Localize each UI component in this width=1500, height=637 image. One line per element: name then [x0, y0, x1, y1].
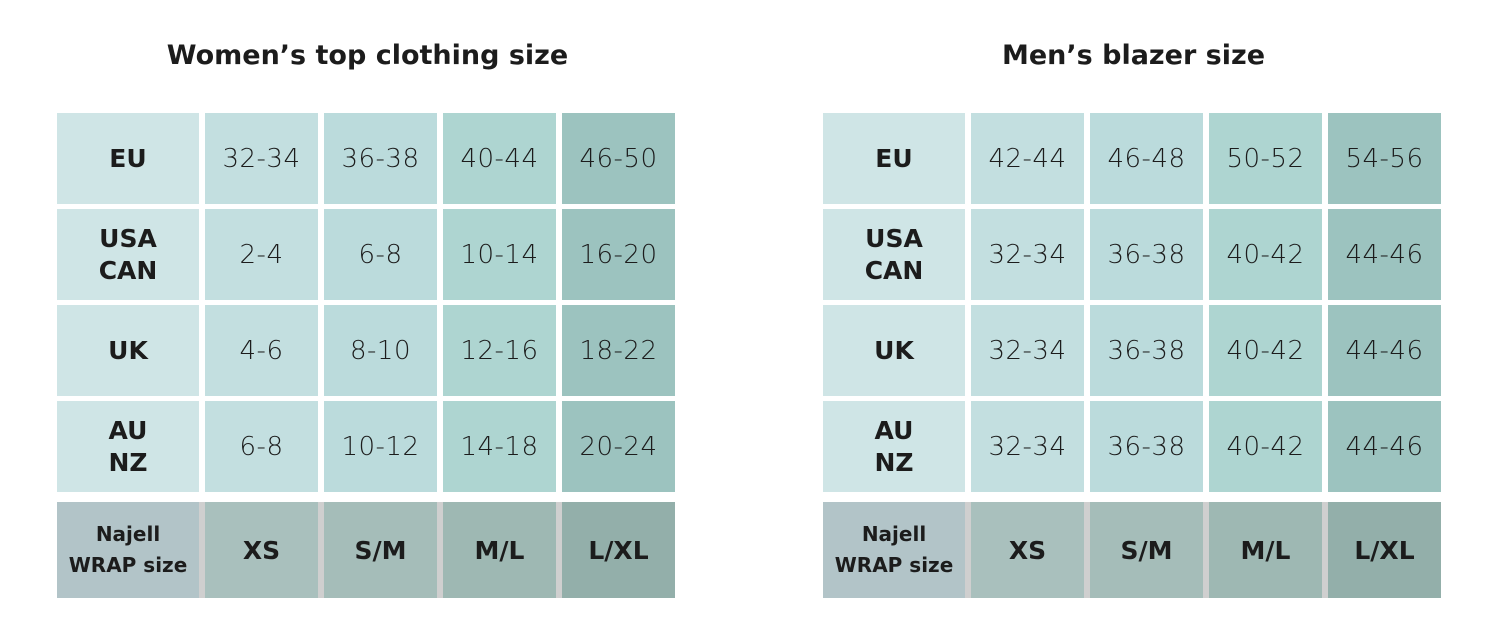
row-label: USA CAN — [823, 209, 965, 300]
size-cell: 44-46 — [1328, 401, 1441, 492]
footer-cell: S/M — [1090, 502, 1203, 598]
size-cell: 36-38 — [1090, 401, 1203, 492]
size-cell: 32-34 — [971, 209, 1084, 300]
size-cell: 10-12 — [324, 401, 437, 492]
size-cell: 6-8 — [205, 401, 318, 492]
size-cell: 44-46 — [1328, 209, 1441, 300]
footer-cell: S/M — [324, 502, 437, 598]
row-label: EU — [823, 113, 965, 204]
row-label: AU NZ — [823, 401, 965, 492]
size-cell: 40-44 — [443, 113, 556, 204]
size-cell: 18-22 — [562, 305, 675, 396]
size-cell: 42-44 — [971, 113, 1084, 204]
table-title: Men’s blazer size — [1001, 40, 1266, 71]
size-cell: 6-8 — [324, 209, 437, 300]
size-cell: 14-18 — [443, 401, 556, 492]
size-cell: 8-10 — [324, 305, 437, 396]
footer-cell: XS — [971, 502, 1084, 598]
table-footer: Najell WRAP size XS S/M M/L L/XL — [57, 502, 675, 598]
footer-cell: L/XL — [562, 502, 675, 598]
size-cell: 16-20 — [562, 209, 675, 300]
footer-label: Najell WRAP size — [57, 502, 199, 598]
size-cell: 46-50 — [562, 113, 675, 204]
size-cell: 40-42 — [1209, 209, 1322, 300]
size-cell: 44-46 — [1328, 305, 1441, 396]
table-title: Women’s top clothing size — [166, 40, 569, 71]
footer-cell: M/L — [443, 502, 556, 598]
table-body: EU 32-34 36-38 40-44 46-50 USA CAN 2-4 6-8 10-14… — [57, 113, 675, 492]
footer-cell: XS — [205, 502, 318, 598]
row-label: UK — [823, 305, 965, 396]
size-cell: 2-4 — [205, 209, 318, 300]
size-cell: 36-38 — [1090, 305, 1203, 396]
size-cell: 32-34 — [205, 113, 318, 204]
footer-label: Najell WRAP size — [823, 502, 965, 598]
table-footer: Najell WRAP size XS S/M M/L L/XL — [823, 502, 1441, 598]
size-cell: 40-42 — [1209, 401, 1322, 492]
size-cell: 10-14 — [443, 209, 556, 300]
size-cell: 20-24 — [562, 401, 675, 492]
footer-cell: L/XL — [1328, 502, 1441, 598]
size-cell: 46-48 — [1090, 113, 1203, 204]
table-body: EU 42-44 46-48 50-52 54-56 USA CAN 32-34 36-38 4… — [823, 113, 1441, 492]
size-cell: 32-34 — [971, 401, 1084, 492]
size-cell: 50-52 — [1209, 113, 1322, 204]
row-label: UK — [57, 305, 199, 396]
size-cell: 40-42 — [1209, 305, 1322, 396]
row-label: USA CAN — [57, 209, 199, 300]
size-cell: 36-38 — [324, 113, 437, 204]
row-label: EU — [57, 113, 199, 204]
size-cell: 4-6 — [205, 305, 318, 396]
size-cell: 12-16 — [443, 305, 556, 396]
footer-cell: M/L — [1209, 502, 1322, 598]
row-label: AU NZ — [57, 401, 199, 492]
size-cell: 54-56 — [1328, 113, 1441, 204]
size-cell: 32-34 — [971, 305, 1084, 396]
size-cell: 36-38 — [1090, 209, 1203, 300]
